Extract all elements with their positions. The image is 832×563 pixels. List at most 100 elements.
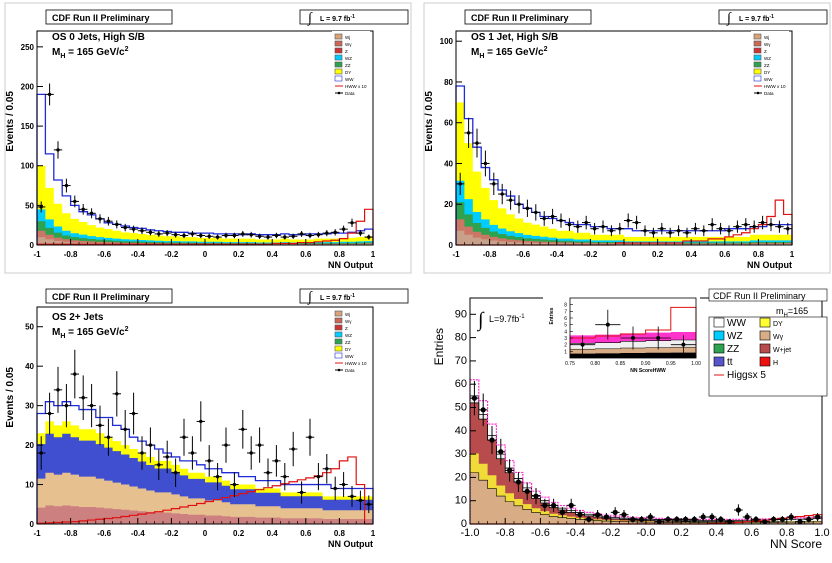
data-point <box>727 519 733 525</box>
data-point <box>710 222 714 227</box>
x-tick-label: 1 <box>371 250 376 259</box>
x-tick-label: -0.2 <box>584 250 598 259</box>
legend-label: WW <box>345 354 354 359</box>
data-point <box>148 230 153 235</box>
data-point <box>779 516 786 522</box>
y-tick-label: 50 <box>25 323 34 332</box>
data-point <box>700 514 706 520</box>
panel-os1-legend: Wj Wγ Z WZ ZZ DY WW HWW x 10 Data <box>751 31 789 98</box>
inset-x-tick-label: 0.80 <box>590 361 600 367</box>
legend-swatch <box>753 75 762 82</box>
data-point <box>199 419 203 424</box>
legend-swatch <box>753 68 762 75</box>
legend-label: Z <box>345 49 348 54</box>
x-tick-label: 0.4 <box>686 250 698 259</box>
legend-swatch <box>753 40 762 47</box>
data-point <box>47 411 52 416</box>
inset-dark <box>570 352 696 358</box>
data-point <box>249 451 253 455</box>
data-point <box>367 235 371 239</box>
data-point <box>215 474 220 479</box>
data-point <box>266 235 270 239</box>
legend-swatch <box>334 338 343 345</box>
x-axis-title: NN Output <box>328 260 373 270</box>
panel-os0-header: CDF Run II Preliminary <box>52 13 150 23</box>
x-tick-label: -0.8 <box>496 527 515 539</box>
x-tick-label: 0.6 <box>300 250 312 259</box>
data-point <box>224 443 228 447</box>
legend-label: Wγ <box>345 319 352 324</box>
inset-frame <box>569 297 697 359</box>
legend-label: Wj <box>345 312 350 317</box>
x-tick-label: 0 <box>203 529 208 538</box>
y-tick-label: 40 <box>25 362 34 371</box>
data-point <box>190 232 195 236</box>
legend-swatch <box>713 317 725 328</box>
data-point <box>760 220 765 225</box>
x-tick-label: 0.6 <box>744 527 759 539</box>
legend-label: Wγ <box>764 42 771 47</box>
data-point <box>584 220 588 225</box>
x-tick-label: 0.4 <box>709 527 724 539</box>
data-point <box>524 488 530 494</box>
data-point <box>106 435 111 439</box>
panel-os0: CDF Run II Preliminary ∫ L = 9.7 fb-1 OS… <box>4 2 412 274</box>
data-point <box>291 234 295 238</box>
data-point <box>182 233 186 238</box>
legend-label: ZZ <box>345 63 351 68</box>
panel-combined-header: CDF Run II Preliminary <box>713 291 806 301</box>
legend-label: ZZ <box>764 63 770 68</box>
data-point <box>341 482 346 487</box>
data-point <box>639 516 645 522</box>
panel-os0-integral-icon: ∫ <box>307 11 313 26</box>
data-point <box>643 229 647 233</box>
data-point <box>634 220 639 225</box>
legend-label: Wj <box>764 35 769 40</box>
panel-os0-plot: -1 -0.8 -0.6 -0.4 -0.2 0 0.2 0.4 0.6 0.8 1 0 50 100 15… <box>5 30 376 270</box>
legend-label: H <box>773 360 778 367</box>
data-point <box>551 502 557 508</box>
y-axis-title: Entries <box>432 328 446 365</box>
data-point <box>676 229 681 233</box>
data-point <box>709 514 715 520</box>
data-point <box>534 210 538 215</box>
legend-swatch <box>713 330 725 341</box>
data-point <box>299 490 304 495</box>
data-point <box>165 231 169 235</box>
x-tick-label: 0.8 <box>753 250 765 259</box>
data-point <box>266 471 270 475</box>
panel-combined-mass: mH=165 <box>776 306 808 319</box>
panel-os1-integral-icon: ∫ <box>726 11 732 26</box>
y-tick-label: 0 <box>30 520 35 529</box>
data-point <box>224 233 228 238</box>
data-point <box>691 516 698 522</box>
legend-swatch <box>334 61 343 68</box>
data-point <box>89 403 94 408</box>
x-tick-label: -0.2 <box>165 529 179 538</box>
data-point <box>291 447 295 451</box>
y-tick-label: 250 <box>21 43 35 52</box>
data-point <box>316 474 321 479</box>
panel-os0-mass: MH = 165 GeV/c2 <box>52 46 129 60</box>
x-axis-title: NN Output <box>747 260 792 270</box>
data-point <box>367 502 371 506</box>
data-point <box>702 229 706 233</box>
data-point <box>123 427 127 432</box>
data-point <box>471 395 477 401</box>
data-point <box>165 455 169 459</box>
x-tick-label: 0.4 <box>267 529 279 538</box>
data-point <box>806 516 812 522</box>
legend-label: Wj <box>345 35 350 40</box>
y-tick-label: 80 <box>444 78 453 87</box>
data-point <box>350 221 354 225</box>
data-point <box>498 449 504 455</box>
panel-os2-legend: Wj Wγ Z WZ ZZ DY WW HWW x 10 Data <box>332 308 370 375</box>
panel-os2-mass: MH = 165 GeV/c2 <box>52 326 129 340</box>
x-tick-label: -0.8 <box>483 250 497 259</box>
legend-swatch <box>334 47 343 54</box>
legend-label: WZ <box>727 331 743 342</box>
inset-y-tick-label: 4 <box>564 329 567 335</box>
y-tick-label: 50 <box>25 201 34 210</box>
data-point <box>241 427 245 432</box>
y-tick-label: 0 <box>461 518 467 530</box>
